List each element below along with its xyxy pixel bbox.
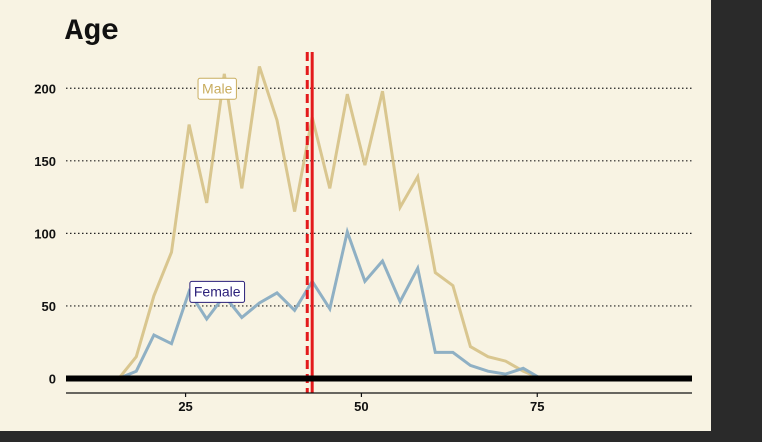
- x-axis: 25 50 75: [66, 392, 692, 414]
- series-label-female: Female: [189, 280, 246, 303]
- y-tick-label-150: 150: [34, 154, 56, 169]
- mean-median-lines: [305, 52, 314, 393]
- chart-title: Age: [65, 15, 119, 49]
- series-label-male: Male: [197, 77, 237, 100]
- series-lines: [117, 66, 542, 380]
- series-labels: Male Female: [189, 77, 246, 303]
- y-tick-label-50: 50: [42, 299, 56, 314]
- y-tick-label-0: 0: [49, 371, 56, 386]
- series-label-box: [189, 280, 246, 303]
- series-line-female: [118, 226, 542, 380]
- x-tick-label-25: 25: [178, 399, 192, 414]
- y-tick-labels: 0 50 100 150 200: [34, 81, 56, 386]
- gridlines: [66, 87, 692, 307]
- x-tick-label-75: 75: [530, 399, 544, 414]
- series-label-text: Male: [202, 80, 233, 96]
- y-tick-label-200: 200: [34, 81, 56, 96]
- dark-border-bottom: [0, 431, 711, 442]
- x-tick-label-50: 50: [354, 399, 368, 414]
- series-label-box: [197, 77, 237, 100]
- series-line-male: [117, 66, 542, 380]
- chart-panel: [0, 0, 711, 431]
- series-label-text: Female: [194, 283, 241, 299]
- dark-border-right: [711, 0, 762, 442]
- age-chart: Age 0 50 100 150 200 25 50 75 Male Female: [34, 15, 692, 414]
- y-tick-label-100: 100: [34, 226, 56, 241]
